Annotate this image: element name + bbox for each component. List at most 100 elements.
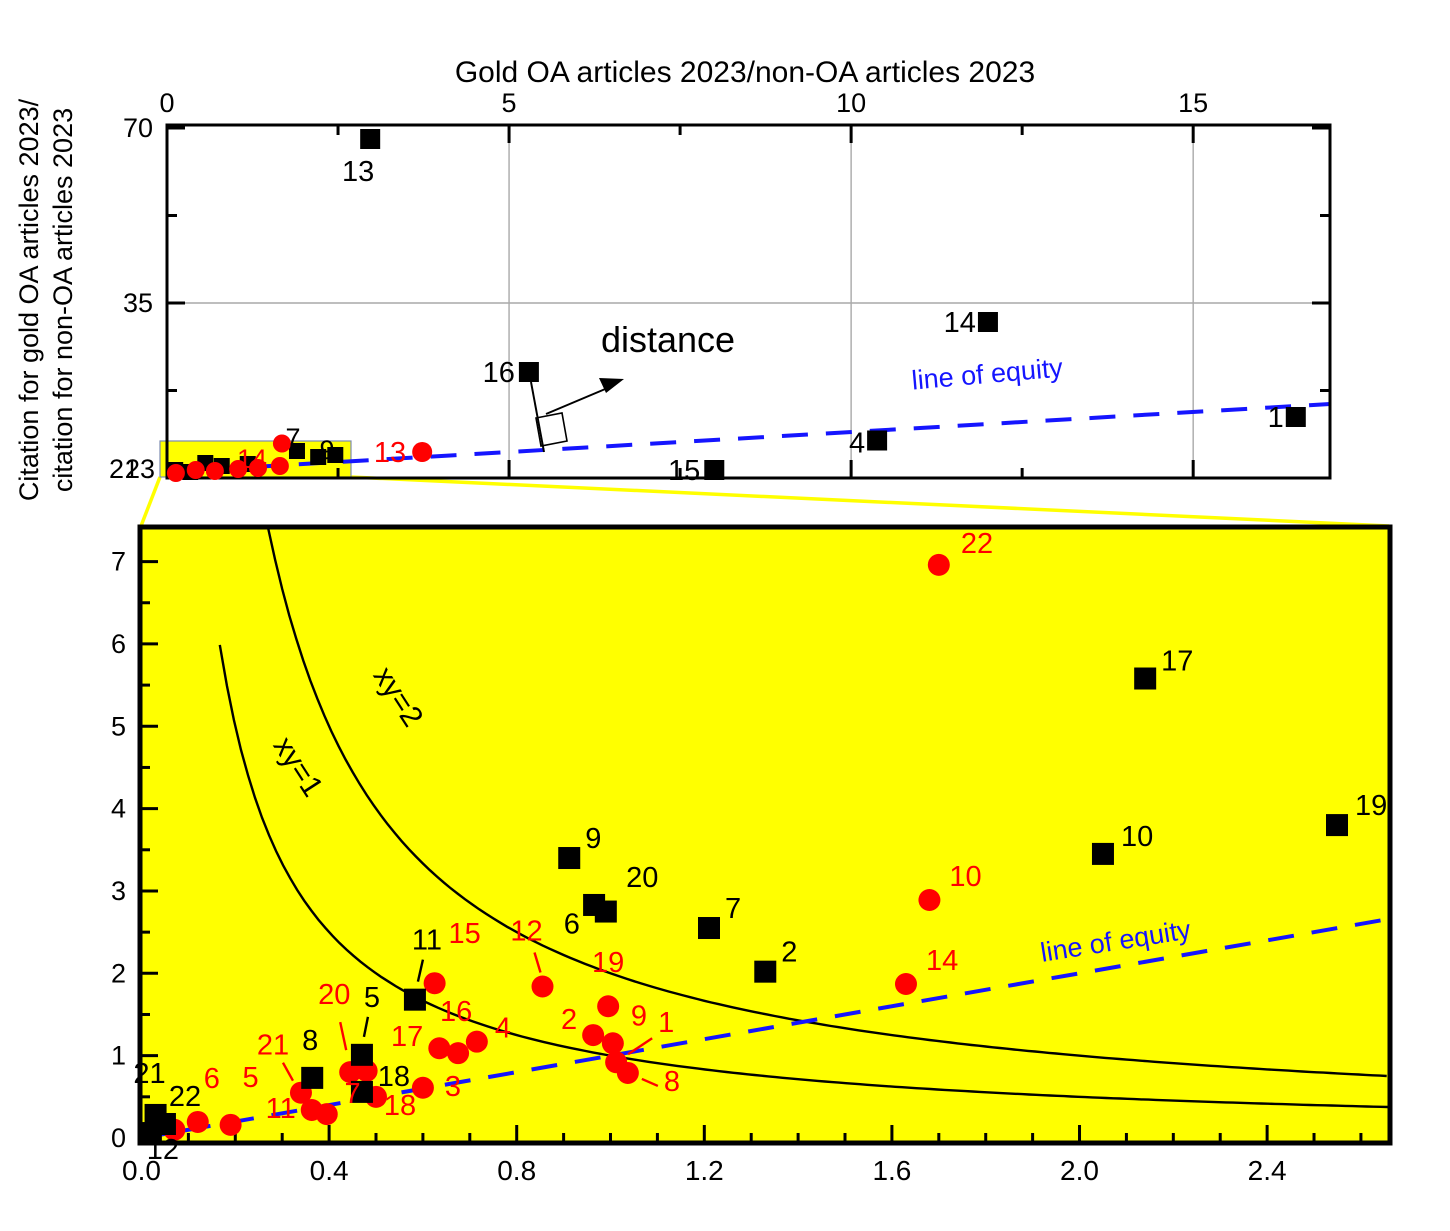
point-label-22: 22 [169,1081,201,1113]
cluster-label-21: 21 [109,454,139,484]
label-leader-line [362,1016,370,1038]
label-leader-line [339,1021,348,1051]
point-label-15: 15 [448,918,480,950]
y-tick-label: 2 [111,958,126,988]
point-label-6: 6 [204,1063,220,1095]
point-label-15: 15 [668,455,700,487]
point-label-7: 7 [345,1078,361,1110]
gold-oa-point-8 [616,1061,639,1084]
gold-oa-point-10 [918,889,941,912]
point-label-11: 11 [412,925,442,957]
non-oa-point-18 [350,1080,373,1103]
non-oa-point-15 [704,460,725,480]
point-label-17: 17 [1161,646,1193,678]
line-of-equity [166,402,1331,474]
label-leader-line [641,1077,659,1088]
point-label-13: 13 [374,437,406,469]
gold-oa-point-20 [339,1061,362,1084]
point-label-20: 20 [318,979,350,1011]
y-tick-label: 70 [123,113,153,143]
gold-oa-point-6 [186,1110,209,1133]
point-label-8: 8 [302,1025,318,1057]
point-label-17: 17 [391,1021,423,1053]
non-oa-point-1 [1285,407,1306,427]
gold-oa-point-13 [412,442,433,462]
point-label-12: 12 [147,1134,179,1166]
label-leader-line [416,959,425,982]
point-label-16: 16 [483,357,515,389]
non-oa-point-19 [1326,814,1349,837]
non-oa-point-16 [518,362,539,382]
non-oa-point-8 [301,1066,324,1089]
point-label-5: 5 [243,1062,259,1094]
point-label-21: 21 [133,1058,165,1090]
label-leader-line [281,1062,295,1082]
line-of-equity [141,916,1391,1140]
non-oa-point-11 [403,988,426,1011]
cluster-label-7: 7 [285,423,300,453]
zoom-connector-line [139,476,162,527]
point-label-5: 5 [364,982,380,1014]
point-label-6: 6 [564,909,580,941]
point-label-7: 7 [725,893,741,925]
cluster-label-14: 14 [237,444,267,474]
non-oa-point-4 [867,430,888,451]
non-oa-point-6 [594,900,617,923]
non-oa-point-9 [558,847,581,870]
x-tick-label: 0 [159,88,174,118]
x-tick-label: 0.0 [122,1155,161,1186]
cluster-label-23: 23 [125,454,155,484]
non-oa-point-5 [350,1043,373,1066]
line-of-equity-label: line of equity [910,352,1064,395]
non-oa-point-2 [754,960,777,983]
point-label-1: 1 [658,1007,674,1039]
curve-xy=2 [266,527,1387,1078]
y-tick-label: 4 [111,794,126,824]
cluster-red-dot [248,459,267,477]
cluster-red-dot [270,457,289,475]
point-label-3: 3 [445,1071,461,1103]
overview-scatter-panel: line of equity 0 5 10 15 35 70 13 13 16 14 4 15 1 7 9 14… [109,88,1390,528]
point-label-19: 19 [1355,790,1387,822]
panel-frame [137,524,1393,1146]
figure-title: Gold OA articles 2023/non-OA articles 20… [455,56,1035,89]
point-label-4: 4 [495,1013,511,1045]
non-oa-point-13 [360,129,381,149]
point-label-2: 2 [561,1004,577,1036]
point-label-8: 8 [664,1066,680,1098]
non-oa-point-17 [1134,667,1157,690]
distance-arrow-shaft [545,386,611,415]
gold-oa-point-3 [411,1076,434,1099]
non-oa-point-10 [1091,842,1114,865]
gold-oa-point-12 [531,975,554,998]
cluster-red-dot [229,460,248,478]
point-label-14: 14 [944,307,976,339]
point-label-11: 11 [266,1093,296,1125]
point-label-1: 1 [1268,402,1284,434]
y-tick-label: 1 [111,1041,126,1071]
label-leader-line [627,1037,653,1056]
y-tick-label: 6 [111,629,126,659]
zoom-region-background [140,527,1390,1143]
distance-label: distance [601,319,735,360]
gold-oa-point-2 [582,1024,605,1047]
x-tick-label: 1.6 [872,1155,911,1186]
gold-oa-point-22 [927,553,950,576]
point-label-19: 19 [592,947,624,979]
cluster-red-dot [166,464,185,482]
point-label-20: 20 [626,862,658,894]
cluster-label-9: 9 [319,435,334,465]
point-label-14: 14 [926,945,958,977]
x-tick-label: 10 [836,88,866,118]
point-label-2: 2 [781,937,797,969]
non-oa-point-14 [977,312,998,332]
cluster-black-square [327,447,344,463]
point-label-13: 13 [342,156,374,188]
point-label-18: 18 [384,1090,416,1122]
gold-oa-point-17 [428,1037,451,1060]
point-label-4: 4 [849,428,865,460]
zoom-connector-line [350,475,1390,528]
